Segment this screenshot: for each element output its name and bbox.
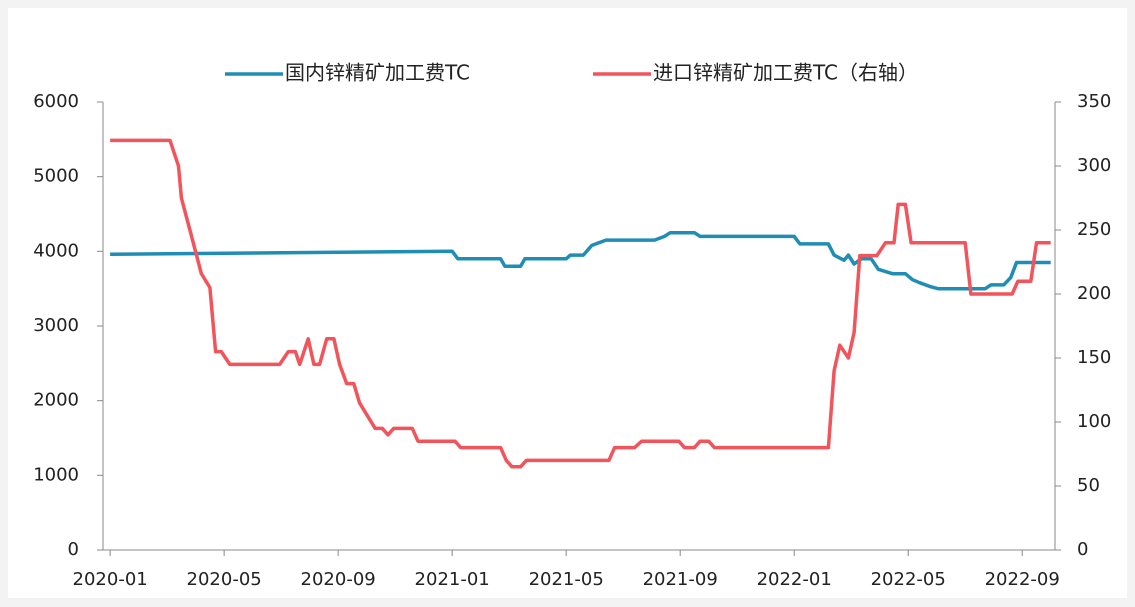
x-tick-label: 2021-05 — [529, 569, 604, 590]
data-line — [110, 138, 1051, 469]
y2-tick-label: 250 — [1077, 219, 1111, 240]
x-tick-label: 2020-01 — [73, 569, 148, 590]
y-tick-label: 5000 — [33, 166, 79, 187]
x-tick-label: 2020-09 — [301, 569, 376, 590]
y2-tick-label: 300 — [1077, 155, 1111, 176]
x-tick-label: 2022-05 — [871, 569, 946, 590]
y-tick-label: 6000 — [33, 91, 79, 112]
y-tick-label: 0 — [68, 539, 79, 560]
y2-tick-label: 0 — [1077, 539, 1088, 560]
legend-text: 国内锌精矿加工费TC — [285, 61, 470, 85]
y2-tick-label: 200 — [1077, 283, 1111, 304]
y-tick-label: 1000 — [33, 464, 79, 485]
y2-tick-label: 50 — [1077, 475, 1100, 496]
x-tick-label: 2022-01 — [757, 569, 832, 590]
y-tick-label: 3000 — [33, 315, 79, 336]
y-tick-label: 4000 — [33, 240, 79, 261]
x-tick-label: 2021-01 — [415, 569, 490, 590]
x-tick-label: 2020-05 — [187, 569, 262, 590]
y2-tick-label: 100 — [1077, 411, 1111, 432]
legend-text: 进口锌精矿加工费TC（右轴） — [653, 61, 918, 85]
x-tick-label: 2021-09 — [643, 569, 718, 590]
data-line — [110, 230, 1051, 291]
x-tick-label: 2022-09 — [985, 569, 1060, 590]
y2-tick-label: 350 — [1077, 91, 1111, 112]
y2-tick-label: 150 — [1077, 347, 1111, 368]
panel — [8, 8, 1127, 598]
y-tick-label: 2000 — [33, 390, 79, 411]
